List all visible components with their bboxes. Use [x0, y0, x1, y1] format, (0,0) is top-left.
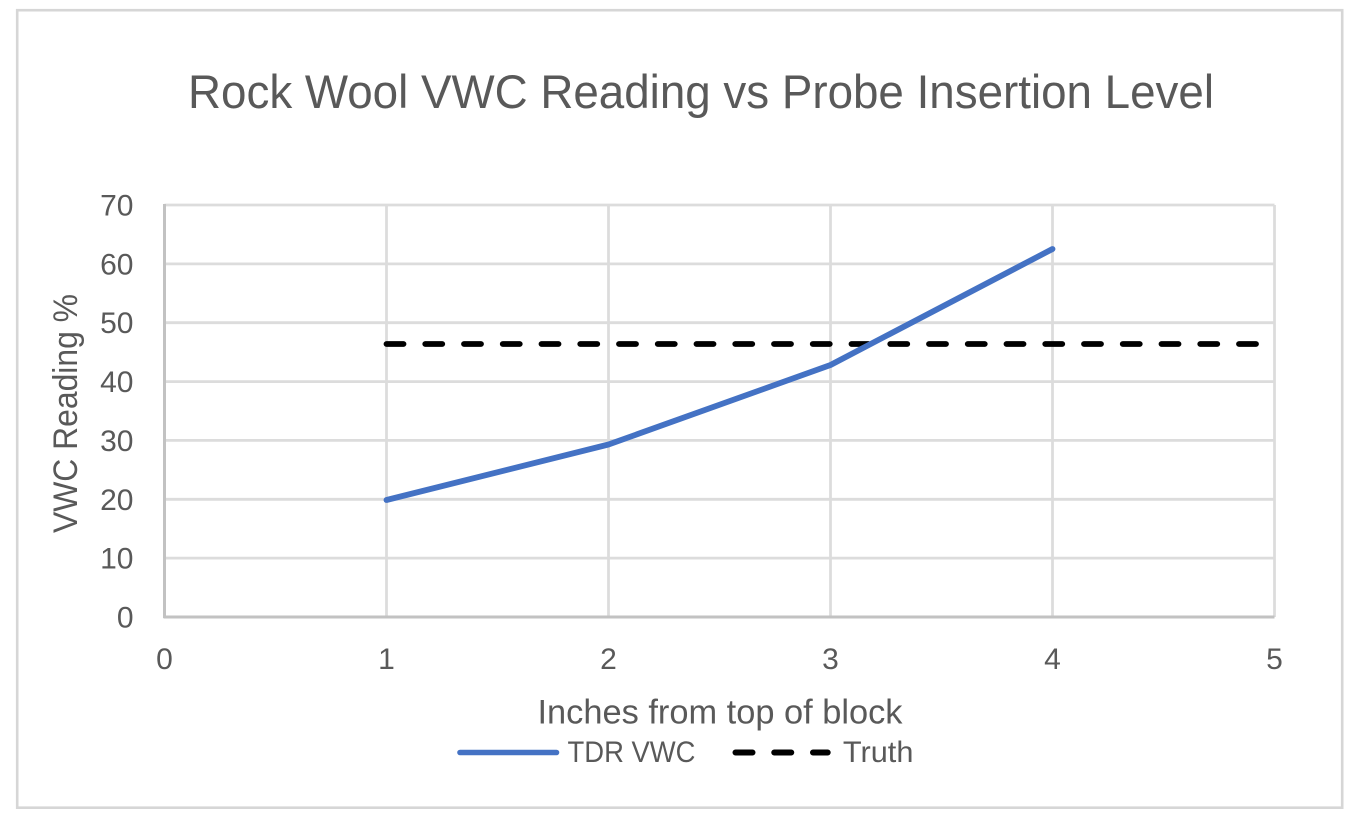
svg-text:Rock Wool VWC Reading vs Probe: Rock Wool VWC Reading vs Probe Insertion… — [188, 65, 1214, 118]
svg-text:30: 30 — [100, 425, 133, 458]
svg-text:1: 1 — [378, 643, 395, 676]
svg-text:VWC Reading %: VWC Reading % — [47, 294, 85, 533]
svg-text:0: 0 — [117, 602, 134, 635]
svg-text:20: 20 — [100, 484, 133, 517]
svg-text:Truth: Truth — [843, 736, 914, 769]
svg-text:3: 3 — [822, 643, 839, 676]
svg-text:60: 60 — [100, 248, 133, 281]
svg-text:TDR VWC: TDR VWC — [568, 736, 696, 769]
svg-text:4: 4 — [1044, 643, 1061, 676]
svg-text:50: 50 — [100, 307, 133, 340]
svg-text:0: 0 — [156, 643, 173, 676]
svg-text:2: 2 — [600, 643, 617, 676]
svg-text:10: 10 — [100, 543, 133, 576]
svg-text:Inches from top of block: Inches from top of block — [538, 693, 904, 731]
svg-text:5: 5 — [1266, 643, 1283, 676]
svg-text:70: 70 — [100, 190, 133, 223]
svg-text:40: 40 — [100, 366, 133, 399]
